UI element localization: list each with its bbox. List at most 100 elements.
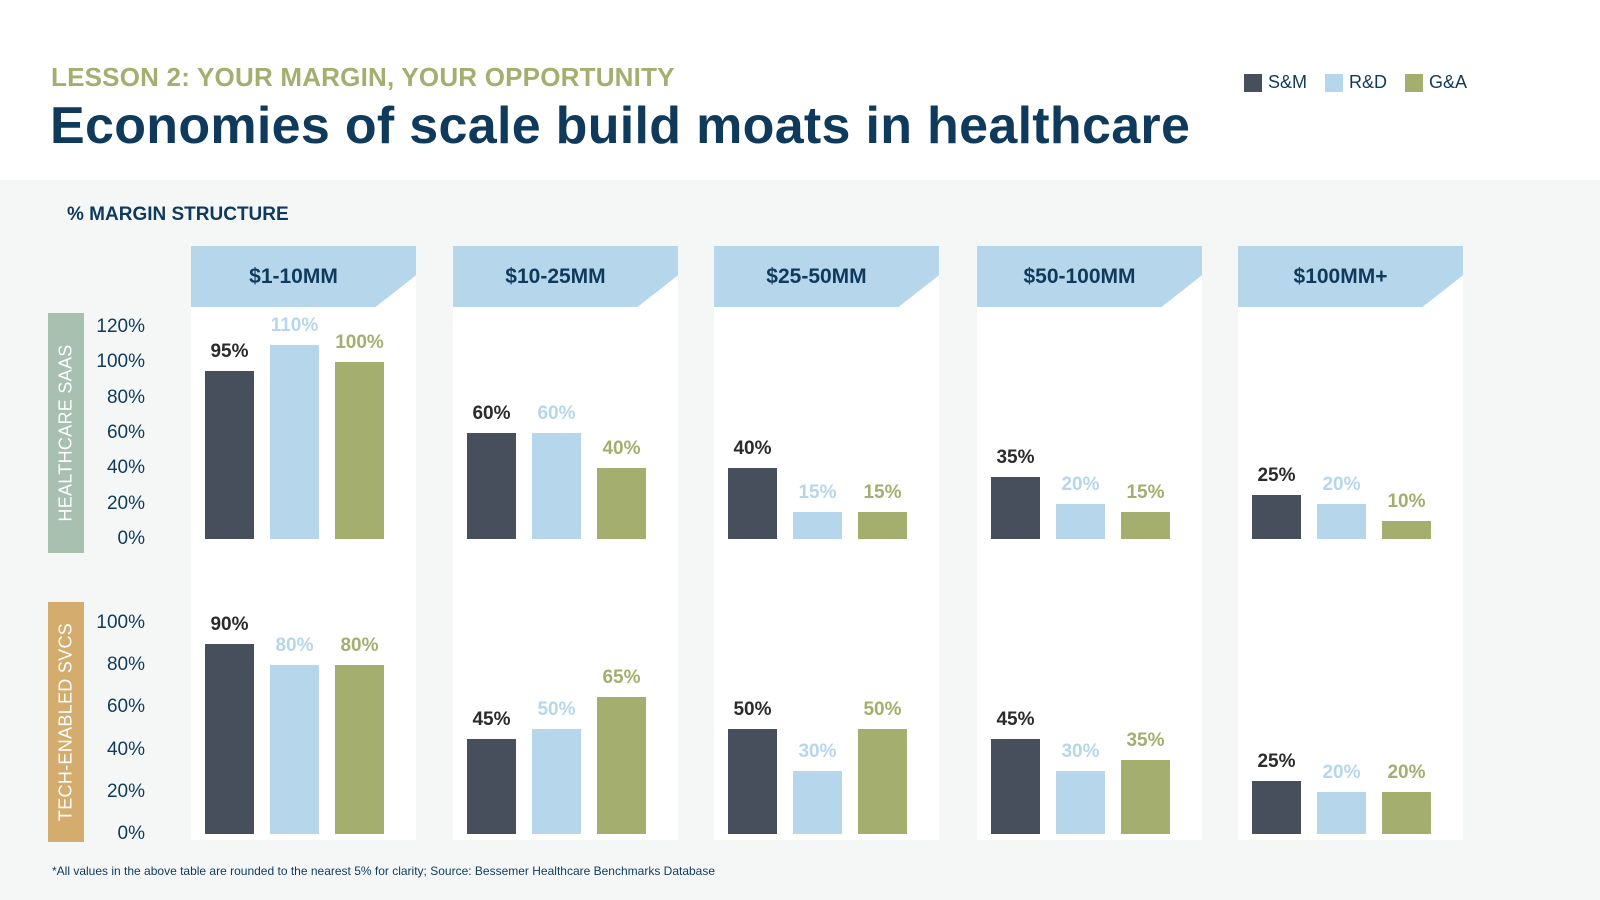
footnote: *All values in the above table are round… xyxy=(52,864,716,878)
bar-value-label: 50% xyxy=(863,698,902,720)
page-title: Economies of scale build moats in health… xyxy=(50,97,1191,155)
bar-value-label: 100% xyxy=(335,332,384,354)
bar-ga xyxy=(597,468,646,539)
legend-swatch-sm xyxy=(1244,73,1262,92)
legend-item-rd: R&D xyxy=(1325,72,1387,93)
y-tick-label: 20% xyxy=(106,780,145,802)
revenue-bucket-panel: $10-25MM 60% 60% 40% 45% 50% 65% xyxy=(453,246,678,840)
row-label-text: TECH-ENABLED SVCS xyxy=(55,622,76,822)
bar-ga xyxy=(1121,512,1170,539)
bar-sm xyxy=(991,739,1040,834)
legend-label-sm: S&M xyxy=(1268,72,1308,92)
bar-ga xyxy=(858,512,907,539)
y-tick-label: 40% xyxy=(106,738,145,760)
bar-value-label: 10% xyxy=(1387,491,1426,513)
bar-sm xyxy=(1252,494,1301,539)
bar-value-label: 40% xyxy=(733,438,772,460)
bar-ga xyxy=(1382,521,1431,539)
bar-ga xyxy=(858,728,907,834)
y-tick-label: 0% xyxy=(117,528,145,549)
bar-sm xyxy=(205,371,254,539)
legend-item-ga: G&A xyxy=(1405,72,1467,93)
revenue-bucket-panel: $100MM+ 25% 20% 10% 25% 20% 20% xyxy=(1238,246,1463,840)
panel-header: $1-10MM xyxy=(191,246,416,307)
bar-sm xyxy=(728,728,777,834)
bar-value-label: 15% xyxy=(1126,482,1165,504)
bar-rd xyxy=(793,512,842,539)
row-label-tech-enabled: TECH-ENABLED SVCS xyxy=(48,602,84,842)
legend-item-sm: S&M xyxy=(1244,72,1307,93)
lesson-kicker: LESSON 2: YOUR MARGIN, YOUR OPPORTUNITY xyxy=(51,62,675,92)
legend-swatch-ga xyxy=(1405,73,1424,92)
bar-value-label: 90% xyxy=(210,614,249,636)
row-label-text: HEALTHCARE SAAS xyxy=(55,344,76,522)
panel-header-label: $100MM+ xyxy=(1293,264,1388,288)
revenue-bucket-panel: $25-50MM 40% 15% 15% 50% 30% 50% xyxy=(714,246,939,840)
bar-value-label: 80% xyxy=(340,635,379,657)
bar-value-label: 45% xyxy=(472,709,511,731)
chart-subtitle: % MARGIN STRUCTURE xyxy=(67,204,289,225)
bar-value-label: 60% xyxy=(472,402,511,424)
bar-value-label: 65% xyxy=(602,666,641,688)
bar-ga xyxy=(1382,791,1431,834)
bar-value-label: 50% xyxy=(537,698,576,720)
bar-ga xyxy=(335,665,384,834)
bar-value-label: 20% xyxy=(1322,761,1361,783)
bar-sm xyxy=(991,477,1040,539)
panel-header: $100MM+ xyxy=(1238,246,1463,307)
bar-value-label: 20% xyxy=(1387,761,1426,783)
panel-header: $50-100MM xyxy=(977,246,1202,307)
y-tick-label: 80% xyxy=(106,654,145,676)
bar-ga xyxy=(335,362,384,539)
bar-rd xyxy=(1056,503,1105,539)
bar-rd xyxy=(270,665,319,834)
bar-sm xyxy=(205,644,254,834)
panel-header: $25-50MM xyxy=(714,246,939,307)
bar-value-label: 110% xyxy=(270,314,319,336)
bar-rd xyxy=(532,432,581,539)
panel-header-label: $50-100MM xyxy=(1023,264,1136,288)
panel-header: $10-25MM xyxy=(453,246,678,307)
chart-legend: S&M R&D G&A xyxy=(1244,72,1475,93)
bar-rd xyxy=(1056,770,1105,834)
bar-rd xyxy=(1317,503,1366,539)
legend-label-rd: R&D xyxy=(1349,72,1388,92)
bar-rd xyxy=(793,770,842,834)
y-tick-label: 120% xyxy=(96,315,145,337)
bar-rd xyxy=(270,344,319,539)
bar-value-label: 20% xyxy=(1322,473,1361,495)
row-label-healthcare-saas: HEALTHCARE SAAS xyxy=(48,313,84,553)
y-tick-label: 60% xyxy=(106,696,145,718)
bar-value-label: 35% xyxy=(1126,730,1165,752)
bar-sm xyxy=(1252,781,1301,834)
bar-value-label: 15% xyxy=(863,482,902,504)
bar-value-label: 80% xyxy=(275,635,314,657)
y-tick-label: 80% xyxy=(106,386,145,408)
bar-value-label: 45% xyxy=(996,709,1035,731)
bar-value-label: 95% xyxy=(210,341,249,363)
bar-value-label: 30% xyxy=(1061,740,1100,762)
legend-label-ga: G&A xyxy=(1429,72,1468,92)
bar-value-label: 60% xyxy=(537,402,576,424)
bar-rd xyxy=(1317,791,1366,834)
panel-header-label: $10-25MM xyxy=(505,264,606,288)
panel-header-label: $1-10MM xyxy=(249,264,338,288)
y-tick-label: 100% xyxy=(96,612,145,633)
legend-swatch-rd xyxy=(1325,73,1344,92)
bar-rd xyxy=(532,728,581,834)
y-tick-label: 60% xyxy=(106,421,145,443)
y-tick-label: 100% xyxy=(96,351,145,373)
bar-value-label: 50% xyxy=(733,698,772,720)
bar-sm xyxy=(728,468,777,539)
bar-value-label: 30% xyxy=(798,740,837,762)
revenue-bucket-panel: $1-10MM 95% 110% 100% 90% 80% 80% xyxy=(191,246,416,840)
bar-sm xyxy=(467,739,516,834)
bar-value-label: 35% xyxy=(996,447,1035,469)
bar-value-label: 15% xyxy=(798,482,837,504)
bar-value-label: 20% xyxy=(1061,473,1100,495)
bar-sm xyxy=(467,432,516,539)
revenue-bucket-panel: $50-100MM 35% 20% 15% 45% 30% 35% xyxy=(977,246,1202,840)
bar-ga xyxy=(597,696,646,834)
bar-ga xyxy=(1121,760,1170,834)
y-tick-label: 40% xyxy=(106,457,145,479)
